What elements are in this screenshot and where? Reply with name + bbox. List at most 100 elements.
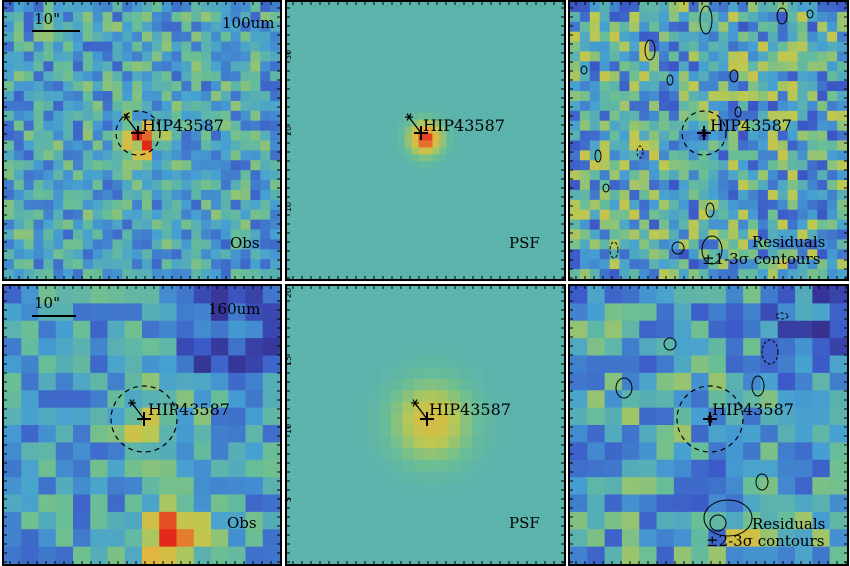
psf-pixel xyxy=(287,223,295,232)
residual-pixel xyxy=(718,120,729,132)
obs-pixel xyxy=(90,442,109,461)
residual-pixel xyxy=(787,189,799,201)
psf-pixel xyxy=(356,494,369,507)
obs-pixel xyxy=(4,71,15,82)
psf-pixel xyxy=(501,161,510,169)
residual-pixel xyxy=(639,130,650,142)
obs-pixel xyxy=(73,199,84,211)
psf-pixel xyxy=(397,258,406,266)
obs-pixel xyxy=(270,189,280,201)
obs-pixel xyxy=(262,477,280,496)
residual-pixel xyxy=(760,425,779,443)
obs-pixel xyxy=(43,160,54,171)
psf-pixel xyxy=(517,343,530,357)
psf-pixel xyxy=(446,209,454,218)
psf-pixel xyxy=(453,112,461,121)
residual-pixel xyxy=(725,407,744,426)
psf-pixel xyxy=(501,29,510,38)
psf-pixel xyxy=(467,43,475,52)
psf-pixel xyxy=(363,209,371,218)
residual-pixel xyxy=(787,160,799,171)
obs-pixel xyxy=(13,120,25,132)
residual-pixel xyxy=(708,529,727,548)
obs-pixel xyxy=(55,442,74,461)
psf-pixel xyxy=(453,8,461,17)
obs-pixel xyxy=(171,140,183,151)
obs-pixel xyxy=(102,180,114,191)
psf-pixel xyxy=(543,64,551,72)
psf-pixel xyxy=(413,552,427,564)
psf-pixel xyxy=(390,22,399,31)
psf-pixel xyxy=(501,154,510,162)
psf-pixel xyxy=(483,471,496,484)
psf-pixel xyxy=(328,161,337,169)
obs-pixel xyxy=(211,338,229,357)
psf-pixel xyxy=(370,230,378,239)
psf-pixel xyxy=(349,92,357,100)
psf-pixel xyxy=(390,459,404,472)
obs-pixel xyxy=(4,511,22,530)
psf-pixel xyxy=(367,378,380,391)
obs-pixel xyxy=(181,61,192,72)
obs-pixel xyxy=(211,259,222,270)
psf-pixel xyxy=(425,265,434,273)
psf-pixel xyxy=(425,71,434,79)
obs-pixel xyxy=(176,338,195,357)
psf-pixel xyxy=(480,85,489,93)
residual-pixel xyxy=(757,259,769,270)
residual-pixel xyxy=(678,229,690,241)
psf-pixel xyxy=(425,57,434,65)
obs-pixel xyxy=(270,170,280,181)
psf-pixel xyxy=(439,265,447,273)
obs-pixel xyxy=(191,31,202,43)
psf-pixel xyxy=(515,202,524,211)
psf-pixel xyxy=(328,258,337,266)
obs-pixel xyxy=(220,81,232,92)
residual-pixel xyxy=(708,494,727,513)
psf-pixel xyxy=(425,126,434,135)
residual-pixel xyxy=(777,355,796,374)
obs-pixel xyxy=(102,160,114,171)
psf-pixel xyxy=(314,195,323,204)
psf-pixel xyxy=(367,320,380,333)
obs-pixel xyxy=(240,160,252,171)
obs-pixel xyxy=(90,511,109,530)
psf-pixel xyxy=(314,15,323,24)
psf-pixel xyxy=(390,367,404,380)
psf-pixel xyxy=(460,343,473,357)
obs-pixel xyxy=(124,320,143,339)
residual-pixel xyxy=(767,91,779,102)
psf-pixel xyxy=(437,413,450,426)
residual-pixel xyxy=(668,219,680,231)
residual-pixel xyxy=(639,110,650,122)
obs-pixel xyxy=(240,229,252,241)
scale-bar xyxy=(32,30,80,32)
psf-pixel xyxy=(397,140,406,149)
psf-pixel xyxy=(310,367,323,380)
psf-pixel xyxy=(501,8,510,17)
obs-pixel xyxy=(240,51,252,62)
obs-pixel xyxy=(211,11,222,23)
obs-pixel xyxy=(240,41,252,53)
psf-pixel xyxy=(307,43,316,52)
psf-pixel xyxy=(529,2,537,10)
obs-pixel xyxy=(82,81,94,92)
psf-pixel xyxy=(383,202,392,211)
residual-pixel xyxy=(748,31,759,43)
psf-pixel xyxy=(298,332,311,345)
psf-pixel xyxy=(287,367,300,380)
psf-pixel xyxy=(390,482,404,496)
psf-pixel xyxy=(460,390,473,403)
residual-pixel xyxy=(609,239,621,250)
residual-pixel xyxy=(579,71,591,82)
psf-pixel xyxy=(536,182,544,190)
obs-pixel xyxy=(13,239,25,250)
axis-ticks xyxy=(570,286,847,564)
psf-pixel xyxy=(432,168,440,176)
residual-pixel xyxy=(629,229,640,241)
residual-pixel xyxy=(827,150,838,161)
psf-pixel xyxy=(335,147,343,155)
residual-pixel xyxy=(619,110,630,122)
residual-pixel xyxy=(837,51,847,62)
residual-pixel xyxy=(807,160,818,171)
